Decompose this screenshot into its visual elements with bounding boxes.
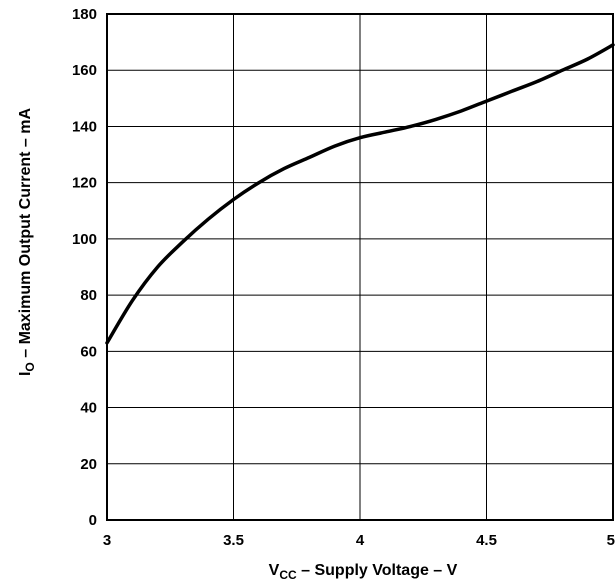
y-axis-title-sub: O — [23, 362, 37, 371]
y-tick-label-7: 140 — [72, 118, 97, 135]
y-tick-label-5: 100 — [72, 231, 97, 248]
x-tick-label-2: 4 — [356, 532, 365, 549]
y-tick-label-6: 120 — [72, 175, 97, 192]
series-line-0 — [105, 43, 615, 345]
y-tick-label-9: 180 — [72, 6, 97, 23]
x-tick-label-1: 3.5 — [223, 532, 244, 549]
x-tick-label-4: 5 — [607, 532, 615, 549]
series-layer — [105, 43, 615, 345]
x-tick-labels: 3 3.5 4 4.5 5 — [103, 532, 615, 549]
y-tick-label-3: 60 — [80, 343, 97, 360]
plot-frame — [106, 13, 614, 521]
y-tick-label-8: 160 — [72, 62, 97, 79]
x-axis-title-sub: CC — [279, 568, 297, 582]
x-axis-title: VCC – Supply Voltage – V — [269, 562, 458, 582]
x-axis-title-main: V — [269, 562, 280, 579]
y-tick-labels: 0 20 40 60 80 100 120 140 160 180 — [72, 6, 97, 529]
y-axis-title-rest: – Maximum Output Current – mA — [17, 108, 34, 363]
y-axis-title-main: I — [17, 372, 34, 376]
x-tick-label-0: 3 — [103, 532, 111, 549]
x-axis-title-rest: – Supply Voltage – V — [297, 562, 458, 579]
y-tick-label-4: 80 — [80, 287, 97, 304]
y-axis-title: IO – Maximum Output Current – mA — [17, 108, 37, 376]
x-tick-label-3: 4.5 — [476, 532, 497, 549]
y-tick-label-0: 0 — [89, 512, 97, 529]
grid — [106, 13, 614, 521]
y-tick-label-1: 20 — [80, 456, 97, 473]
y-tick-label-2: 40 — [80, 400, 97, 417]
